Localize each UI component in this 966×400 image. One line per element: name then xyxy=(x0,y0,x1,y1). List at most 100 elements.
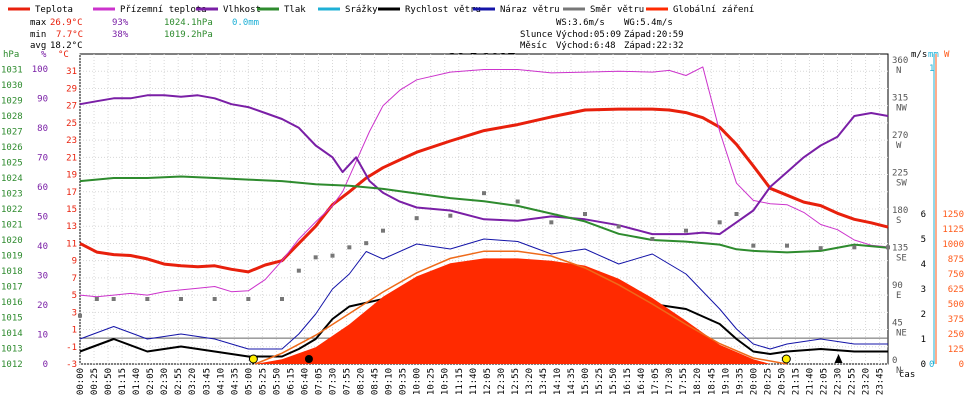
pct-tick-label: 10 xyxy=(37,330,48,340)
c-tick-label: 21 xyxy=(66,153,77,163)
legend-label: Vlhkost xyxy=(223,5,261,15)
x-tick-label: 07:05 xyxy=(314,368,324,395)
stat-min-hum: 38% xyxy=(112,30,129,40)
x-tick-label: 00:25 xyxy=(90,368,100,395)
legend-label: Náraz větru xyxy=(500,5,560,15)
w-tick-label: 1000 xyxy=(942,240,964,250)
pct-tick-label: 50 xyxy=(37,212,48,222)
sunset-marker xyxy=(781,354,791,364)
hpa-tick-label: 1031 xyxy=(1,66,23,76)
stat-max-pres: 1024.1hPa xyxy=(164,18,213,28)
dir-name-label: N xyxy=(896,66,901,76)
x-tick-label: 19:10 xyxy=(721,368,731,395)
dir-name-label: SW xyxy=(896,179,907,189)
x-tick-label: 07:55 xyxy=(343,368,353,395)
x-tick-label: 20:50 xyxy=(777,368,787,395)
point-smer-vetru xyxy=(482,191,486,196)
hpa-tick-label: 1021 xyxy=(1,221,23,231)
x-tick-label: 23:45 xyxy=(876,368,886,395)
w-tick-label: 1250 xyxy=(942,210,964,220)
x-tick-label: 10:00 xyxy=(413,368,423,395)
pct-tick-label: 90 xyxy=(37,94,48,104)
sunrise-marker xyxy=(248,354,258,364)
wind-ws: WS:3.6m/s xyxy=(556,18,605,28)
series-naraz-vetru xyxy=(79,238,888,350)
x-tick-label: 12:55 xyxy=(511,368,521,395)
hpa-axis-title: hPa xyxy=(3,50,19,60)
stat-max-rain: 0.0mm xyxy=(232,18,259,28)
c-tick-label: 23 xyxy=(66,136,77,146)
point-smer-vetru xyxy=(734,212,739,216)
point-smer-vetru xyxy=(280,297,284,301)
x-tick-label: 13:45 xyxy=(539,368,549,395)
point-smer-vetru xyxy=(717,220,722,225)
x-tick-label: 03:45 xyxy=(202,368,212,395)
dir-tick-label: 315 xyxy=(892,94,908,104)
x-tick-label: 19:35 xyxy=(735,368,745,395)
hpa-tick-label: 1028 xyxy=(1,112,23,122)
point-smer-vetru xyxy=(212,297,217,301)
x-axis-title: čas xyxy=(899,369,915,380)
x-tick-label: 20:25 xyxy=(763,368,773,395)
stat-min-temp: 7.7°C xyxy=(56,30,83,40)
pct-tick-label: 20 xyxy=(37,301,48,311)
legend-label: Rychlost větru xyxy=(405,5,481,15)
x-tick-label: 21:15 xyxy=(791,368,801,395)
x-tick-label: 21:40 xyxy=(805,368,815,395)
stat-avg-label: avg xyxy=(30,41,46,51)
x-tick-label: 22:05 xyxy=(819,368,829,395)
point-smer-vetru xyxy=(145,297,150,301)
pct-tick-label: 40 xyxy=(37,242,48,252)
pct-tick-label: 0 xyxy=(43,360,48,370)
ms-tick-label: 2 xyxy=(921,310,926,320)
w-tick-label: 125 xyxy=(948,345,964,355)
legend-label: Tlak xyxy=(284,5,306,15)
x-tick-label: 12:05 xyxy=(483,368,493,395)
dir-tick-label: 90 xyxy=(892,281,903,291)
dir-tick-label: 45 xyxy=(892,319,903,329)
hpa-tick-label: 1015 xyxy=(1,314,23,324)
hpa-tick-label: 1018 xyxy=(1,267,23,277)
x-tick-label: 00:50 xyxy=(104,368,114,395)
x-tick-label: 16:15 xyxy=(623,368,633,395)
x-tick-label: 06:40 xyxy=(300,368,310,395)
ms-tick-label: 3 xyxy=(921,285,926,295)
x-tick-label: 11:15 xyxy=(455,368,465,395)
dir-tick-label: 270 xyxy=(892,131,908,141)
c-tick-label: 27 xyxy=(66,102,77,112)
point-smer-vetru xyxy=(330,253,335,258)
sun-rise: Východ:05:09 xyxy=(556,30,621,40)
hpa-tick-label: 1019 xyxy=(1,252,23,262)
x-tick-label: 14:10 xyxy=(553,368,563,395)
ms-tick-label: 6 xyxy=(921,210,926,220)
legend-label: Srážky xyxy=(345,5,378,15)
c-tick-label: 15 xyxy=(66,205,77,215)
c-tick-label: 7 xyxy=(72,274,77,284)
x-tick-label: 05:50 xyxy=(272,368,282,395)
dir-tick-label: 225 xyxy=(892,169,908,179)
stat-max-hum: 93% xyxy=(112,18,129,28)
x-tick-label: 15:25 xyxy=(595,368,605,395)
pct-axis-title: % xyxy=(41,50,47,60)
x-tick-label: 20:00 xyxy=(749,368,759,395)
legend-label: Směr větru xyxy=(590,5,644,15)
stats-panel: max 26.9°C 93% 1024.1hPa 0.0mm min 7.7°C… xyxy=(30,18,684,51)
c-tick-label: 25 xyxy=(66,119,77,129)
pct-tick-label: 100 xyxy=(32,65,48,75)
hpa-tick-label: 1030 xyxy=(1,81,23,91)
series-globalni-zareni xyxy=(255,258,771,364)
w-tick-label: 0 xyxy=(959,360,964,370)
w-tick-label: 625 xyxy=(948,285,964,295)
x-tick-label: 16:40 xyxy=(637,368,647,395)
pct-tick-label: 70 xyxy=(37,153,48,163)
hpa-tick-label: 1022 xyxy=(1,205,23,215)
x-tick-label: 08:45 xyxy=(371,368,381,395)
pct-tick-label: 60 xyxy=(37,183,48,193)
stat-max-label: max xyxy=(30,18,47,28)
x-tick-label: 02:05 xyxy=(146,368,156,395)
hpa-tick-label: 1013 xyxy=(1,345,23,355)
c-tick-label: -3 xyxy=(66,360,77,370)
legend: Teplota Přízemní teplota Vlhkost Tlak Srážky… xyxy=(8,5,754,15)
legend-label: Přízemní teplota xyxy=(120,5,207,15)
point-smer-vetru xyxy=(751,243,756,248)
